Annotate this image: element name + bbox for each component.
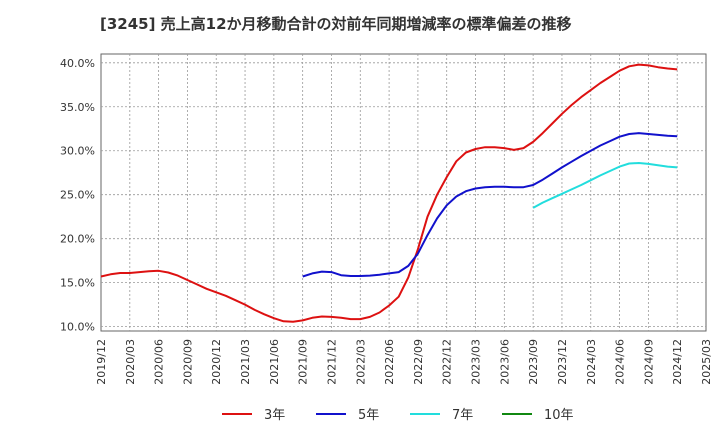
legend-label-1: 3年 xyxy=(264,408,285,423)
x-tick-label: 2021/09 xyxy=(297,339,310,385)
x-tick-label: 2024/06 xyxy=(614,339,627,385)
x-tick-label: 2022/06 xyxy=(383,339,396,385)
x-tick-label: 2021/03 xyxy=(239,339,252,385)
x-tick-label: 2023/12 xyxy=(556,339,569,385)
x-axis-ticks: 2019/12 2020/03 2020/06 2020/09 2020/12 2021/… xyxy=(95,339,713,385)
legend: 3年 5年 7年 10年 xyxy=(222,408,574,423)
y-tick-label: 10.0% xyxy=(60,321,95,334)
legend-label-4: 10年 xyxy=(544,408,574,423)
series-lines xyxy=(100,63,678,323)
series-line-1 xyxy=(100,63,678,323)
y-tick-label: 35.0% xyxy=(60,101,95,114)
grid xyxy=(101,54,706,331)
x-tick-label: 2022/09 xyxy=(412,339,425,385)
x-tick-label: 2021/06 xyxy=(268,339,281,385)
series-line-2 xyxy=(302,132,678,278)
x-tick-label: 2025/03 xyxy=(700,339,713,385)
x-tick-label: 2024/09 xyxy=(642,339,655,385)
y-tick-label: 30.0% xyxy=(60,145,95,158)
y-tick-label: 40.0% xyxy=(60,57,95,70)
x-tick-label: 2022/12 xyxy=(441,339,454,385)
legend-label-3: 7年 xyxy=(452,408,473,423)
x-tick-label: 2019/12 xyxy=(95,339,108,385)
x-tick-label: 2020/03 xyxy=(124,339,137,385)
legend-label-2: 5年 xyxy=(358,408,379,423)
x-tick-label: 2023/09 xyxy=(527,339,540,385)
chart-title: [3245] 売上高12か月移動合計の対前年同期増減率の標準偏差の推移 xyxy=(100,15,572,33)
plot-area xyxy=(100,53,707,332)
y-axis-ticks: 10.0% 15.0% 20.0% 25.0% 30.0% 35.0% 40.0% xyxy=(60,57,95,334)
y-tick-label: 20.0% xyxy=(60,233,95,246)
x-tick-label: 2020/06 xyxy=(153,339,166,385)
y-tick-label: 15.0% xyxy=(60,277,95,290)
x-tick-label: 2023/03 xyxy=(470,339,483,385)
x-tick-label: 2020/12 xyxy=(210,339,223,385)
x-tick-label: 2022/03 xyxy=(354,339,367,385)
x-tick-label: 2024/12 xyxy=(671,339,684,385)
x-tick-label: 2024/03 xyxy=(585,339,598,385)
x-tick-label: 2020/09 xyxy=(181,339,194,385)
series-line-3 xyxy=(532,162,678,209)
x-tick-label: 2021/12 xyxy=(325,339,338,385)
x-tick-label: 2023/06 xyxy=(498,339,511,385)
y-tick-label: 25.0% xyxy=(60,189,95,202)
